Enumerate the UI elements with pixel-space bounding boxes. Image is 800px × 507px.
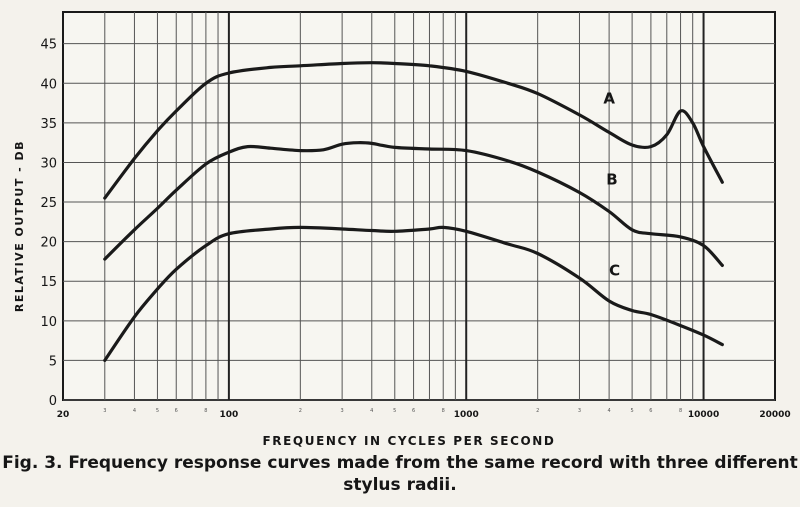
x-tick-label: 100: [219, 410, 238, 420]
y-tick-label: 35: [40, 117, 57, 132]
y-tick-label: 40: [40, 77, 57, 92]
x-minor-tick-label: 6: [412, 408, 415, 414]
x-tick-label: 1000: [454, 410, 479, 420]
y-tick-label: 45: [40, 38, 57, 53]
x-minor-tick-label: 2: [299, 408, 302, 414]
x-minor-tick-label: 3: [578, 408, 581, 414]
grid: [63, 12, 775, 401]
x-minor-tick-label: 2: [536, 408, 539, 414]
y-tick-label: 10: [40, 315, 57, 330]
y-tick-label: 30: [40, 156, 57, 171]
x-tick-label: 20000: [759, 410, 790, 420]
caption-line-2: stylus radii.: [343, 475, 457, 495]
y-axis-label: RELATIVE OUTPUT - DB: [13, 140, 26, 312]
series-a-label: A: [603, 89, 615, 107]
x-minor-tick-label: 8: [204, 408, 207, 414]
x-minor-tick-label: 5: [393, 408, 396, 414]
x-tick-label: 10000: [688, 410, 719, 420]
x-axis-label: FREQUENCY IN CYCLES PER SECOND: [263, 434, 556, 448]
y-tick-label: 0: [49, 394, 57, 409]
x-tick-label: 20: [57, 410, 70, 420]
y-tick-label: 25: [40, 196, 57, 211]
series-layer: A B C: [103, 61, 724, 362]
x-minor-tick-label: 3: [341, 408, 344, 414]
x-minor-tick-label: 5: [631, 408, 634, 414]
caption-line-1: Fig. 3. Frequency response curves made f…: [2, 453, 798, 473]
x-minor-tick-label: 4: [608, 408, 611, 414]
y-tick-label: 20: [40, 236, 57, 251]
x-minor-tick-label: 3: [103, 408, 106, 414]
figure-caption: Fig. 3. Frequency response curves made f…: [0, 452, 800, 496]
x-minor-tick-label: 4: [133, 408, 136, 414]
series-b-label: B: [606, 170, 617, 188]
plot-area: [62, 11, 776, 401]
x-minor-tick-label: 8: [442, 408, 445, 414]
x-minor-tick-label: 4: [370, 408, 373, 414]
x-minor-tick-label: 8: [679, 408, 682, 414]
y-tick-label: 5: [49, 354, 57, 369]
series-a-line: [103, 61, 724, 200]
x-minor-tick-label: 5: [156, 408, 159, 414]
y-tick-label: 15: [40, 275, 57, 290]
series-c-label: C: [609, 261, 620, 279]
series-c-line: [103, 225, 724, 362]
x-minor-tick-label: 6: [649, 408, 652, 414]
series-b-line: [103, 141, 724, 267]
x-minor-tick-label: 6: [175, 408, 178, 414]
